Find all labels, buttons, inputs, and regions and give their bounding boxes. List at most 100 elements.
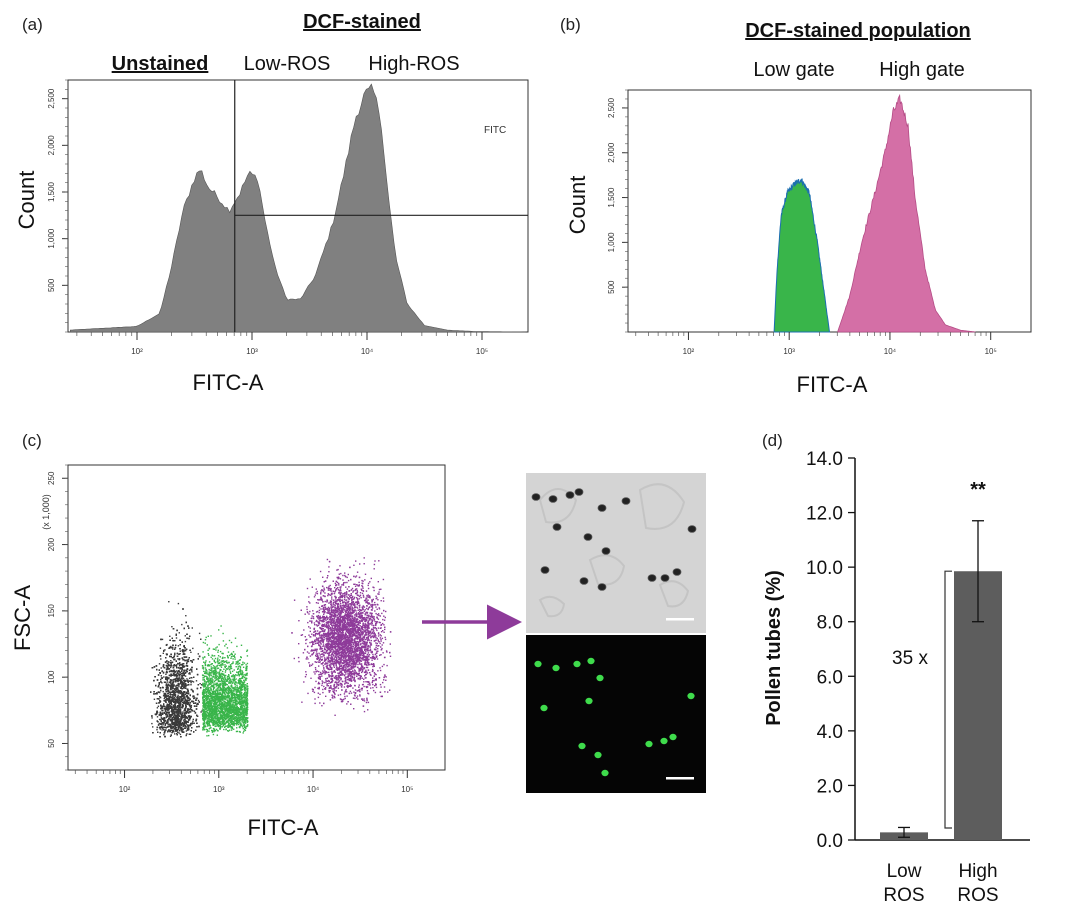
scatter-point xyxy=(218,629,220,631)
scatter-point xyxy=(218,698,220,700)
scatter-point xyxy=(171,731,173,734)
scatter-point xyxy=(210,688,212,690)
scatter-point xyxy=(216,693,218,695)
scatter-point xyxy=(229,664,232,666)
scatter-point xyxy=(214,712,216,714)
scatter-point xyxy=(193,676,195,678)
scatter-point xyxy=(172,674,175,676)
scatter-point xyxy=(241,681,243,683)
scatter-point xyxy=(228,729,231,731)
scatter-point xyxy=(182,665,184,667)
scatter-point xyxy=(202,693,205,695)
scatter-point xyxy=(162,687,164,689)
scatter-point xyxy=(192,695,194,697)
scatter-point xyxy=(174,648,176,650)
scatter-point xyxy=(158,669,160,671)
scatter-point xyxy=(158,702,160,704)
scatter-point xyxy=(242,732,244,734)
scatter-point xyxy=(219,693,221,695)
scatter-point xyxy=(234,704,236,706)
scatter-point xyxy=(182,658,184,661)
scatter-point xyxy=(233,675,236,677)
scatter-point xyxy=(211,729,213,732)
scatter-point xyxy=(181,676,184,678)
scatter-point xyxy=(160,658,162,660)
scatter-point xyxy=(190,722,192,725)
scatter-point xyxy=(161,713,163,715)
scatter-point xyxy=(168,661,170,663)
scatter-point xyxy=(157,685,159,688)
scatter-point xyxy=(196,714,198,716)
scatter-point xyxy=(186,733,188,735)
scatter-point xyxy=(242,727,244,730)
scatter-point xyxy=(205,682,208,684)
scatter-point xyxy=(225,718,227,721)
scatter-point xyxy=(163,700,165,702)
scatter-point xyxy=(241,724,243,727)
scatter-point xyxy=(209,725,212,727)
scatter-point xyxy=(229,700,231,702)
scatter-point xyxy=(176,715,178,717)
scatter-point xyxy=(218,673,220,675)
scatter-point xyxy=(227,698,229,700)
scatter-point xyxy=(230,678,232,681)
scatter-point xyxy=(246,685,248,687)
scatter-point xyxy=(178,704,180,707)
scatter-point xyxy=(213,667,215,669)
scatter-point xyxy=(156,668,158,671)
scatter-point xyxy=(204,708,206,711)
scatter-point xyxy=(210,697,212,700)
scatter-point xyxy=(207,635,209,637)
scatter-point xyxy=(191,727,193,729)
scatter-point xyxy=(182,672,184,674)
scatter-point xyxy=(242,684,244,687)
scatter-point xyxy=(206,715,208,717)
panel-label-a: (a) xyxy=(22,15,43,34)
scatter-point xyxy=(169,707,172,709)
scatter-point xyxy=(170,706,173,708)
scatter-point xyxy=(168,668,171,670)
scatter-point xyxy=(202,702,204,705)
scatter-point xyxy=(185,705,187,707)
scatter-point xyxy=(156,693,158,695)
scatter-point xyxy=(210,683,212,685)
scatter-point xyxy=(204,714,206,716)
scatter-point xyxy=(182,685,184,687)
scatter-point xyxy=(152,732,154,734)
scatter-point xyxy=(210,727,212,729)
scatter-point xyxy=(245,684,247,686)
scatter-point xyxy=(170,673,172,675)
scatter-point xyxy=(160,689,162,692)
scatter-point xyxy=(234,722,236,725)
scatter-point xyxy=(181,663,183,665)
scatter-point xyxy=(230,641,233,644)
scatter-point xyxy=(185,656,187,658)
scatter-point xyxy=(172,682,174,685)
scatter-point xyxy=(207,691,209,693)
scatter-point xyxy=(218,643,220,646)
scatter-point xyxy=(161,638,164,641)
scatter-point xyxy=(159,647,162,649)
scatter-point xyxy=(172,721,175,724)
scatter-point xyxy=(213,717,215,719)
scatter-point xyxy=(183,646,185,648)
scatter-point xyxy=(228,675,230,677)
scatter-point xyxy=(221,726,223,728)
scatter-point xyxy=(230,657,232,659)
scatter-point xyxy=(174,704,176,707)
scatter-point xyxy=(180,681,182,684)
scatter-point xyxy=(163,676,165,678)
scatter-point xyxy=(187,680,189,683)
scatter-point xyxy=(187,689,189,692)
scatter-point xyxy=(226,647,229,649)
scatter-point xyxy=(189,698,191,700)
scatter-point xyxy=(186,710,188,713)
scatter-point xyxy=(182,701,184,703)
scatter-point xyxy=(170,729,173,731)
scatter-point xyxy=(226,725,228,727)
scatter-point xyxy=(172,730,174,732)
scatter-point xyxy=(163,705,165,708)
scatter-point xyxy=(212,685,214,688)
scatter-point xyxy=(236,722,239,725)
